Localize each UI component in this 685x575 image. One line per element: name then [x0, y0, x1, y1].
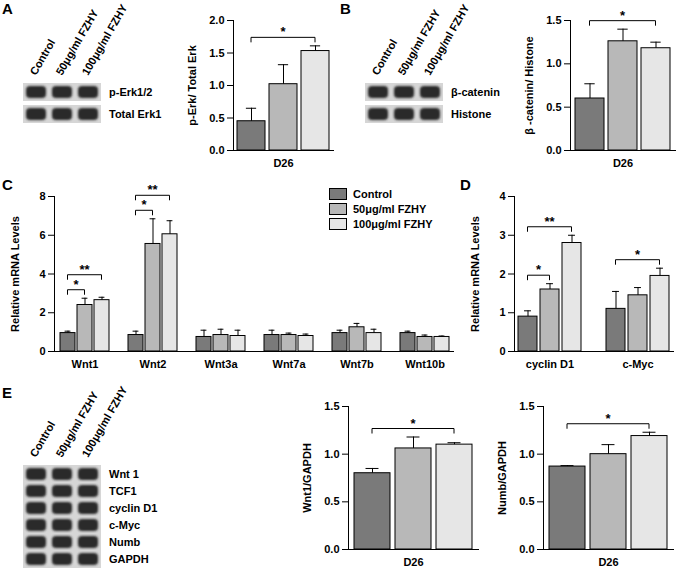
svg-text:Wnt1: Wnt1: [72, 358, 99, 370]
svg-text:D26: D26: [598, 556, 618, 568]
svg-text:cyclin D1: cyclin D1: [526, 358, 574, 370]
svg-text:Numb/GAPDH: Numb/GAPDH: [496, 441, 508, 515]
svg-text:**: **: [147, 182, 158, 197]
svg-text:Numb: Numb: [109, 536, 140, 548]
html-text:D: D: [460, 176, 471, 193]
svg-text:cyclin D1: cyclin D1: [109, 502, 157, 514]
svg-text:Histone: Histone: [451, 108, 491, 120]
svg-text:c-Myc: c-Myc: [109, 519, 140, 531]
svg-text:100μg/ml FZHY: 100μg/ml FZHY: [79, 384, 129, 459]
svg-text:*: *: [620, 8, 626, 23]
svg-text:**: **: [79, 262, 90, 277]
svg-text:4: 4: [499, 190, 506, 202]
svg-text:Wnt10b: Wnt10b: [405, 358, 445, 370]
svg-text:D26: D26: [273, 157, 293, 169]
svg-text:50μg/ml FZHY: 50μg/ml FZHY: [395, 7, 443, 77]
svg-text:*: *: [605, 411, 611, 426]
svg-text:Wnt3a: Wnt3a: [205, 358, 239, 370]
svg-text:Relative mRNA Levels: Relative mRNA Levels: [469, 216, 481, 332]
svg-text:100μg/ml FZHY: 100μg/ml FZHY: [421, 2, 471, 77]
svg-text:*: *: [141, 197, 147, 212]
svg-text:Wnt7b: Wnt7b: [340, 358, 374, 370]
svg-text:GAPDH: GAPDH: [109, 553, 149, 565]
svg-text:*: *: [536, 262, 542, 277]
svg-text:0.0: 0.0: [209, 144, 224, 156]
svg-text:0.5: 0.5: [324, 495, 339, 507]
svg-text:1.0: 1.0: [519, 448, 534, 460]
svg-text:c-Myc: c-Myc: [622, 358, 653, 370]
html-text:B: B: [340, 0, 351, 17]
html-text:A: A: [2, 0, 13, 17]
svg-text:0.0: 0.0: [324, 543, 339, 555]
svg-text:1: 1: [499, 306, 505, 318]
html-text:E: E: [2, 384, 12, 401]
svg-text:3: 3: [499, 229, 505, 241]
svg-text:Relative mRNA Levels: Relative mRNA Levels: [9, 216, 21, 332]
svg-text:p-Erk/ Total Erk: p-Erk/ Total Erk: [186, 44, 198, 125]
svg-text:0: 0: [39, 345, 45, 357]
svg-text:4: 4: [39, 268, 46, 280]
svg-text:1.5: 1.5: [546, 14, 561, 26]
svg-text:Control: Control: [27, 419, 58, 459]
svg-text:0.5: 0.5: [519, 495, 534, 507]
svg-text:6: 6: [39, 229, 45, 241]
svg-text:D26: D26: [403, 556, 423, 568]
svg-text:0.0: 0.0: [519, 543, 534, 555]
svg-text:Control: Control: [369, 37, 400, 77]
svg-text:1.0: 1.0: [546, 57, 561, 69]
svg-text:0.5: 0.5: [209, 112, 224, 124]
svg-text:p-Erk1/2: p-Erk1/2: [109, 86, 152, 98]
svg-text:*: *: [280, 24, 286, 39]
svg-text:*: *: [73, 277, 79, 292]
svg-text:1.5: 1.5: [324, 400, 339, 412]
svg-text:β -catenin/ Histone: β -catenin/ Histone: [523, 36, 535, 134]
svg-text:Wnt2: Wnt2: [140, 358, 167, 370]
svg-text:1.0: 1.0: [209, 79, 224, 91]
svg-text:TCF1: TCF1: [109, 485, 137, 497]
svg-text:1.5: 1.5: [209, 47, 224, 59]
svg-text:8: 8: [39, 190, 45, 202]
html-text:100μg/ml FZHY: 100μg/ml FZHY: [353, 218, 433, 230]
svg-text:Control: Control: [27, 37, 58, 77]
svg-text:D26: D26: [613, 157, 633, 169]
svg-text:*: *: [635, 247, 641, 262]
svg-text:2: 2: [499, 268, 505, 280]
html-text:C: C: [2, 176, 13, 193]
svg-text:100μg/ml FZHY: 100μg/ml FZHY: [79, 2, 129, 77]
svg-text:*: *: [410, 416, 416, 431]
svg-text:Wnt1/GAPDH: Wnt1/GAPDH: [301, 443, 313, 513]
svg-text:1.5: 1.5: [519, 400, 534, 412]
svg-text:50μg/ml FZHY: 50μg/ml FZHY: [53, 389, 101, 459]
svg-text:0.0: 0.0: [546, 144, 561, 156]
svg-text:**: **: [544, 214, 555, 229]
svg-text:β-catenin: β-catenin: [451, 86, 500, 98]
html-text:Control: Control: [353, 188, 393, 200]
svg-text:2.0: 2.0: [209, 14, 224, 26]
svg-text:1.0: 1.0: [324, 448, 339, 460]
svg-text:Wnt7a: Wnt7a: [273, 358, 307, 370]
svg-text:2: 2: [39, 306, 45, 318]
svg-text:Total Erk1: Total Erk1: [109, 108, 161, 120]
html-text:50μg/ml FZHY: 50μg/ml FZHY: [353, 203, 427, 215]
svg-text:0.5: 0.5: [546, 101, 561, 113]
svg-text:50μg/ml FZHY: 50μg/ml FZHY: [53, 7, 101, 77]
svg-text:Wnt 1: Wnt 1: [109, 468, 139, 480]
svg-text:0: 0: [499, 345, 505, 357]
